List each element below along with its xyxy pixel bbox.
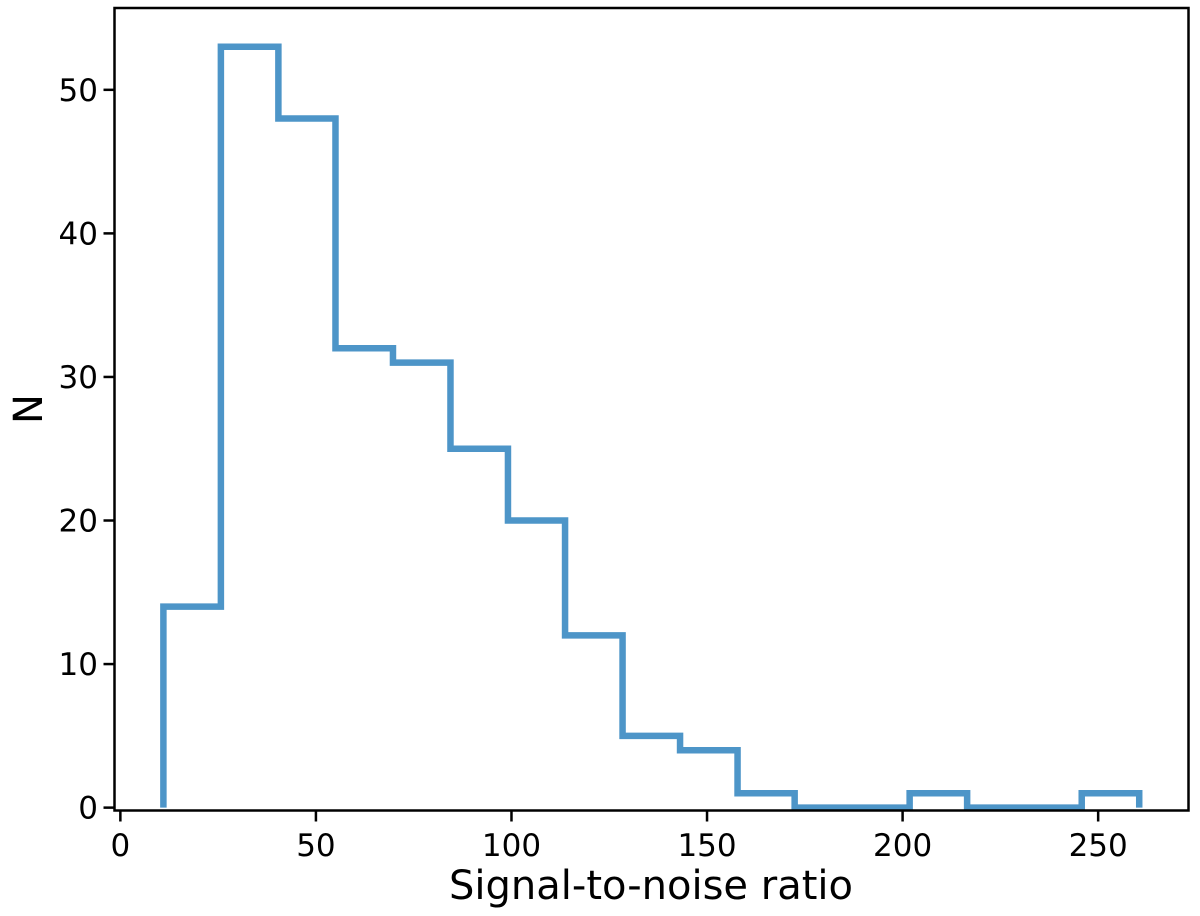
y-axis-label: N <box>6 394 52 424</box>
x-tick-label: 150 <box>677 828 736 864</box>
x-tick-label: 250 <box>1069 828 1128 864</box>
y-tick-label: 40 <box>59 216 98 252</box>
x-axis-label: Signal-to-noise ratio <box>449 863 853 909</box>
y-tick-label: 10 <box>59 647 98 683</box>
plot-border <box>113 6 1190 812</box>
x-tick-label: 200 <box>873 828 932 864</box>
x-tick-label: 0 <box>110 828 130 864</box>
y-tick-label: 30 <box>59 360 98 396</box>
y-tick-label: 20 <box>59 504 98 540</box>
x-tick-label: 100 <box>482 828 541 864</box>
plot-region: 0 50 100 150 200 250 0 10 20 30 40 50 <box>59 6 1190 864</box>
x-tick-label: 50 <box>296 828 335 864</box>
histogram-step-line <box>160 43 1143 811</box>
y-tick-label: 0 <box>78 791 98 827</box>
y-tick-label: 50 <box>59 73 98 109</box>
